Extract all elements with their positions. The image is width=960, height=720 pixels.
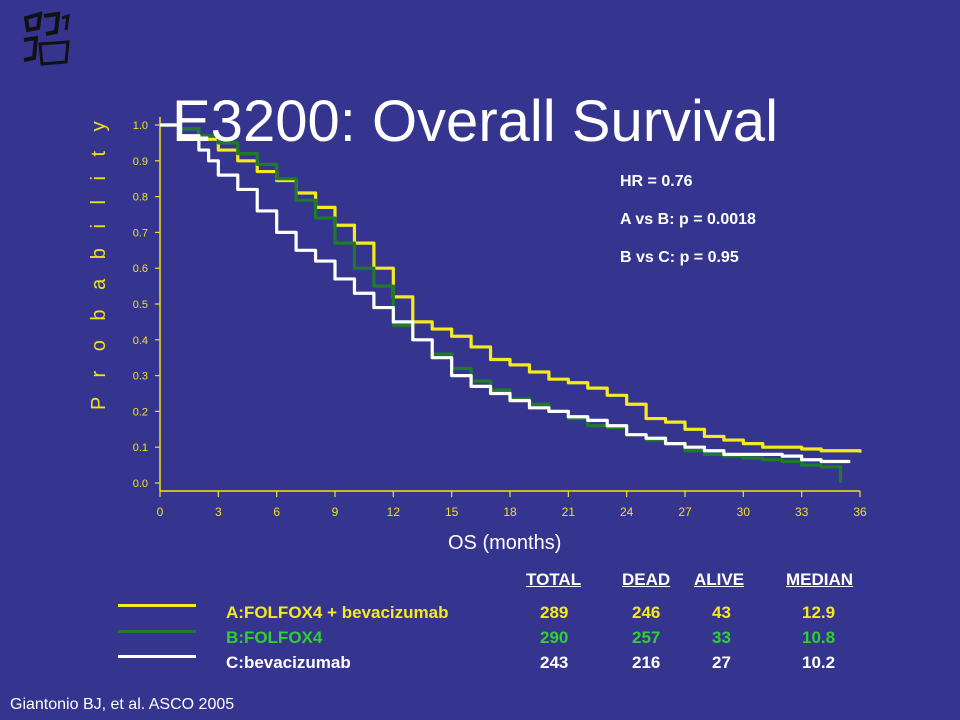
hazard-ratio: HR = 0.76 bbox=[620, 173, 693, 190]
x-tick-label: 18 bbox=[503, 505, 517, 519]
row-b-total: 290 bbox=[540, 628, 569, 647]
y-tick-label: 0.7 bbox=[133, 227, 148, 239]
header-total: TOTAL bbox=[526, 570, 582, 589]
legend-line-a bbox=[118, 604, 196, 607]
chart-axes: 0.00.10.20.30.40.50.60.70.80.91.00 3 6 9 12 1… bbox=[133, 117, 867, 519]
series-line-c bbox=[160, 123, 851, 464]
citation: Giantonio BJ, et al. ASCO 2005 bbox=[10, 696, 235, 713]
legend-line-c bbox=[118, 655, 196, 658]
x-tick-label: 21 bbox=[562, 505, 576, 519]
x-tick-label: 33 bbox=[795, 505, 809, 519]
row-c-total: 243 bbox=[540, 653, 569, 672]
row-b-label: B:FOLFOX4 bbox=[226, 628, 323, 647]
logo bbox=[18, 10, 74, 70]
row-a-alive: 43 bbox=[712, 603, 731, 622]
row-c-dead: 216 bbox=[632, 653, 661, 672]
header-dead: DEAD bbox=[622, 570, 671, 589]
x-tick-label: 3 bbox=[215, 505, 222, 519]
legend-line-b bbox=[118, 630, 196, 633]
y-tick-label: 0.2 bbox=[133, 406, 148, 418]
row-a-median: 12.9 bbox=[802, 603, 836, 622]
y-tick-label: 0.1 bbox=[133, 442, 148, 454]
x-tick-label: 27 bbox=[678, 505, 692, 519]
y-tick-label: 0.6 bbox=[133, 263, 148, 275]
header-alive: ALIVE bbox=[694, 570, 745, 589]
row-c-label: C:bevacizumab bbox=[226, 653, 351, 672]
row-a-total: 289 bbox=[540, 603, 569, 622]
x-tick-label: 36 bbox=[853, 505, 867, 519]
y-tick-label: 0.3 bbox=[133, 371, 148, 383]
row-b-median: 10.8 bbox=[802, 628, 836, 647]
series-line-b bbox=[160, 123, 843, 483]
row-c-alive: 27 bbox=[712, 653, 731, 672]
y-tick-label: 0.5 bbox=[133, 299, 148, 311]
row-a-dead: 246 bbox=[632, 603, 661, 622]
x-tick-label: 0 bbox=[157, 505, 164, 519]
x-tick-label: 30 bbox=[737, 505, 751, 519]
a-vs-b-pvalue: A vs B: p = 0.0018 bbox=[620, 211, 756, 228]
y-tick-label: 0.0 bbox=[133, 478, 148, 490]
x-tick-label: 12 bbox=[387, 505, 401, 519]
x-tick-label: 6 bbox=[273, 505, 280, 519]
row-c-median: 10.2 bbox=[802, 653, 836, 672]
y-tick-label: 1.0 bbox=[133, 120, 148, 132]
x-tick-label: 9 bbox=[332, 505, 339, 519]
y-tick-label: 0.8 bbox=[133, 192, 148, 204]
header-median: MEDIAN bbox=[786, 570, 854, 589]
stats-panel: HR = 0.76 A vs B: p = 0.0018 B vs C: p =… bbox=[620, 172, 756, 286]
y-tick-label: 0.4 bbox=[133, 335, 148, 347]
series-layer bbox=[160, 123, 862, 483]
y-axis-label: P r o b a b i l i t y bbox=[88, 114, 110, 410]
row-b-alive: 33 bbox=[712, 628, 731, 647]
x-axis-label: OS (months) bbox=[448, 532, 562, 554]
x-tick-label: 15 bbox=[445, 505, 459, 519]
x-tick-label: 24 bbox=[620, 505, 634, 519]
page-title: E3200: Overall Survival bbox=[172, 89, 779, 154]
row-b-dead: 257 bbox=[632, 628, 661, 647]
b-vs-c-pvalue: B vs C: p = 0.95 bbox=[620, 249, 739, 266]
y-tick-label: 0.9 bbox=[133, 156, 148, 168]
row-a-label: A:FOLFOX4 + bevacizumab bbox=[226, 603, 449, 622]
